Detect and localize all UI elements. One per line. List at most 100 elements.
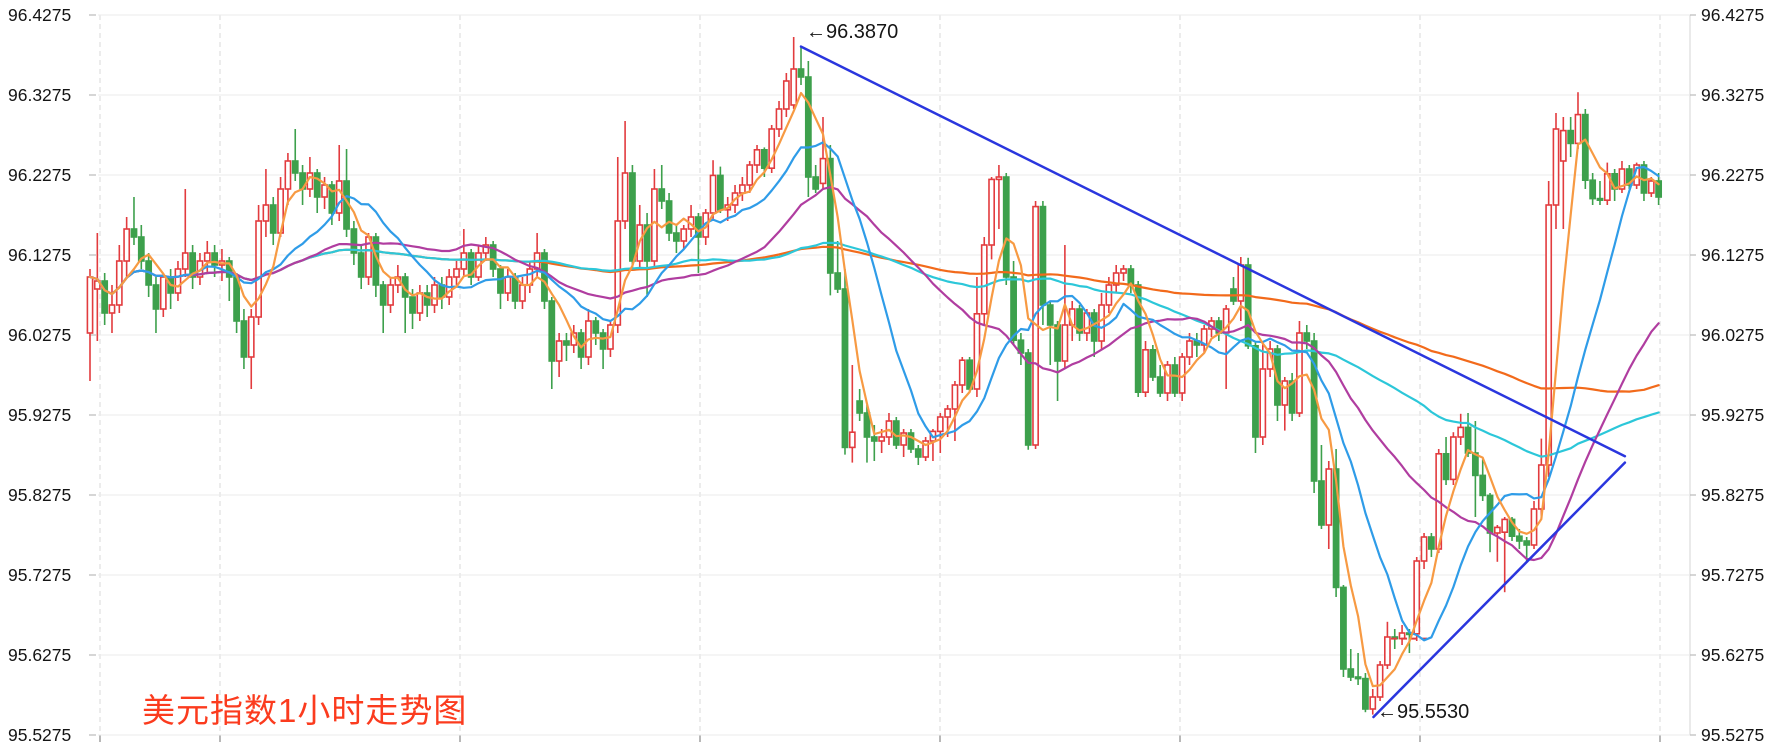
candle-up xyxy=(1164,364,1171,394)
y-axis-label-left: 95.5275 xyxy=(8,725,71,745)
candle-up xyxy=(482,244,490,254)
candle-down xyxy=(665,200,673,234)
candle-down xyxy=(797,68,805,78)
candle-down xyxy=(152,284,160,310)
candle-up xyxy=(1296,332,1303,414)
candle-up xyxy=(680,228,688,242)
candles-layer xyxy=(86,37,1663,715)
candle-down xyxy=(1252,344,1259,438)
y-axis-label-left: 95.7275 xyxy=(8,565,71,585)
ma-cyan-line xyxy=(88,241,1660,458)
candle-down xyxy=(826,157,834,274)
candle-down xyxy=(1354,676,1362,680)
candle-down xyxy=(328,184,336,214)
candle-down xyxy=(1581,113,1589,181)
candle-up xyxy=(819,157,827,185)
candle-up xyxy=(519,284,526,302)
candle-down xyxy=(137,236,145,262)
candle-up xyxy=(936,416,944,433)
candle-up xyxy=(1186,340,1193,358)
candle-up xyxy=(746,164,754,186)
candle-up xyxy=(951,384,959,410)
y-axis-label-right: 95.9275 xyxy=(1701,405,1764,425)
candle-down xyxy=(1427,536,1435,550)
candle-up xyxy=(768,128,776,170)
candle-down xyxy=(599,332,607,350)
candle-up xyxy=(1325,468,1333,526)
candle-down xyxy=(1347,668,1355,678)
y-axis-label-right: 96.4275 xyxy=(1701,5,1764,25)
candle-up xyxy=(1552,128,1560,206)
candle-up xyxy=(115,260,123,306)
candle-up xyxy=(995,176,1003,181)
candle-up xyxy=(1281,380,1289,406)
ma-magenta-line xyxy=(88,186,1660,562)
candle-up xyxy=(1376,664,1384,698)
candle-down xyxy=(497,268,504,294)
candle-down xyxy=(1039,205,1047,306)
candle-up xyxy=(1142,348,1149,393)
candle-down xyxy=(1024,352,1032,446)
ma-fast-orange-line xyxy=(88,91,1660,688)
candle-down xyxy=(1340,586,1347,670)
candle-up xyxy=(753,149,761,166)
candle-down xyxy=(1046,304,1054,326)
candle-down xyxy=(101,280,109,314)
candle-down xyxy=(812,176,820,190)
candle-down xyxy=(1310,340,1318,482)
candle-down xyxy=(1156,376,1164,394)
y-axis-labels: 96.4275 96.4275 96.3275 96.3275 96.2275 96.22… xyxy=(8,5,1764,745)
candle-up xyxy=(203,252,211,262)
candle-down xyxy=(563,340,570,346)
candle-down xyxy=(804,76,812,178)
candle-up xyxy=(108,304,116,314)
candle-down xyxy=(907,432,915,450)
y-axis-label-right: 95.8275 xyxy=(1701,485,1764,505)
candle-up xyxy=(335,180,343,214)
candle-down xyxy=(1442,452,1450,481)
candle-down xyxy=(841,288,849,449)
candle-up xyxy=(1259,368,1267,438)
candle-down xyxy=(1288,380,1296,414)
candle-down xyxy=(1332,468,1340,589)
candle-down xyxy=(423,292,431,306)
y-axis-label-right: 96.3275 xyxy=(1701,85,1764,105)
candle-up xyxy=(900,432,908,446)
candle-up xyxy=(1369,696,1377,710)
candle-up xyxy=(255,220,262,318)
candle-down xyxy=(1567,129,1575,145)
candle-up xyxy=(1618,168,1626,190)
candle-down xyxy=(269,204,277,234)
candle-up xyxy=(614,220,622,326)
candle-down xyxy=(1625,168,1633,186)
y-axis-label-right: 96.2275 xyxy=(1701,165,1764,185)
candle-up xyxy=(174,268,182,294)
candle-up xyxy=(1501,518,1509,534)
candle-up xyxy=(504,276,512,294)
candle-down xyxy=(1134,284,1142,393)
candle-down xyxy=(1596,197,1604,202)
candle-down xyxy=(1244,264,1252,347)
candle-up xyxy=(848,431,856,449)
candle-up xyxy=(1545,204,1553,466)
candle-down xyxy=(541,252,548,302)
candle-down xyxy=(467,252,475,278)
candle-down xyxy=(1054,324,1061,362)
candle-down xyxy=(834,272,842,290)
candle-up xyxy=(416,292,424,314)
candle-up xyxy=(453,268,460,278)
candle-down xyxy=(672,232,680,242)
candle-up xyxy=(790,68,798,106)
moving-averages-layer xyxy=(88,91,1660,688)
candle-up xyxy=(738,184,746,194)
candle-down xyxy=(914,448,922,458)
descending-trendline xyxy=(799,45,1627,458)
candle-down xyxy=(240,320,248,358)
candle-down xyxy=(1471,452,1479,477)
candle-down xyxy=(548,300,556,362)
candle-up xyxy=(621,172,629,222)
candle-up xyxy=(1061,324,1069,362)
candle-down xyxy=(643,224,651,262)
candle-up xyxy=(922,440,930,458)
